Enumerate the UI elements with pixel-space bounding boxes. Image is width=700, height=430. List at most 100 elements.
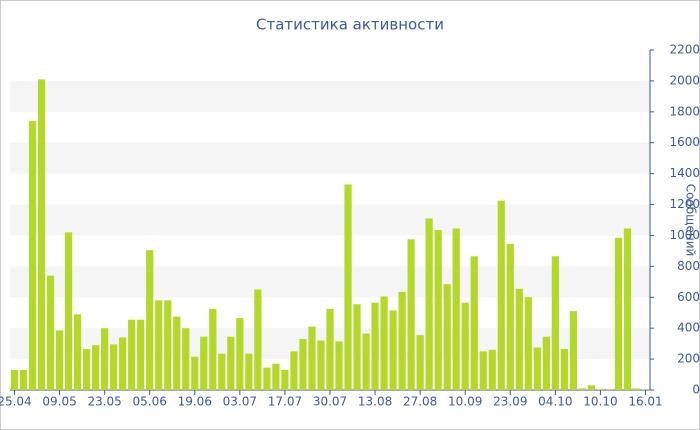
bar [452, 228, 460, 390]
x-tick-label: 05.06 [133, 395, 167, 409]
bar [515, 288, 523, 390]
bar [28, 121, 37, 390]
bar [101, 328, 109, 390]
bar [353, 304, 361, 390]
x-tick-label: 17.07 [268, 395, 302, 409]
grid-band [10, 266, 650, 298]
bar [173, 316, 181, 390]
bar [380, 296, 388, 390]
bar [524, 297, 532, 390]
x-tick-label: 13.08 [358, 395, 392, 409]
grid-band [10, 142, 650, 174]
y-tick-label: 400 [677, 321, 700, 335]
x-tick-label: 03.07 [223, 395, 257, 409]
x-tick-label: 23.09 [493, 395, 527, 409]
bar [218, 353, 226, 390]
bar [434, 230, 442, 390]
bar [542, 336, 550, 390]
bar [155, 300, 163, 390]
bar [317, 340, 325, 390]
bar [497, 200, 505, 390]
bar [596, 389, 605, 390]
bar [461, 302, 469, 390]
bar [128, 319, 136, 390]
bar [362, 333, 370, 390]
bar [92, 345, 100, 390]
bar [416, 335, 424, 390]
bar [191, 356, 199, 390]
x-tick-label: 27.08 [403, 395, 437, 409]
x-tick-label: 16.01 [628, 395, 662, 409]
bar [560, 349, 568, 390]
bar [137, 319, 145, 390]
bar [272, 363, 280, 390]
bar [200, 336, 208, 390]
bar [64, 232, 73, 390]
bar [344, 184, 352, 390]
bar [407, 239, 415, 390]
bar [641, 389, 650, 390]
x-tick-label: 25.04 [0, 395, 32, 409]
y-axis-label: Сообщений [684, 184, 698, 257]
bar [254, 289, 262, 390]
x-tick-label: 30.07 [313, 395, 347, 409]
x-tick-label: 19.06 [178, 395, 212, 409]
y-tick-label: 2200 [669, 43, 700, 57]
bar [263, 367, 271, 390]
bar [335, 341, 343, 390]
bar [74, 314, 82, 390]
bar [632, 388, 641, 390]
bar [299, 339, 307, 390]
bar [623, 228, 632, 390]
y-tick-label: 0 [692, 383, 700, 397]
bar [308, 326, 316, 390]
bar [470, 256, 478, 390]
bar [533, 347, 541, 390]
bar [398, 291, 406, 390]
bar [443, 284, 451, 390]
bar [578, 388, 586, 390]
x-tick-label: 10.10 [583, 395, 617, 409]
chart-title: Статистика активности [256, 16, 444, 34]
bar [182, 328, 190, 390]
bar [479, 351, 487, 390]
bar [614, 237, 623, 390]
bar [209, 308, 217, 390]
bar [290, 351, 298, 390]
bar [587, 385, 596, 390]
bar [164, 300, 172, 390]
y-tick-label: 1000 [669, 228, 700, 242]
bar [227, 336, 235, 390]
bar [10, 369, 19, 390]
bar [55, 330, 64, 390]
x-tick-label: 23.05 [87, 395, 121, 409]
y-tick-label: 1800 [669, 104, 700, 118]
bar [371, 302, 379, 390]
x-tick-label: 09.05 [42, 395, 76, 409]
grid-band [10, 204, 650, 236]
bar [146, 250, 154, 390]
y-tick-label: 800 [677, 259, 700, 273]
bar [425, 218, 433, 390]
x-tick-label: 10.09 [448, 395, 482, 409]
bar [236, 318, 244, 390]
bar [245, 353, 253, 390]
y-tick-label: 1400 [669, 166, 700, 180]
x-tick-label: 04.10 [538, 395, 572, 409]
bar [326, 308, 334, 390]
y-tick-label: 2000 [669, 73, 700, 87]
bar [110, 344, 118, 390]
bar [389, 310, 397, 390]
bar [281, 369, 289, 390]
bar [488, 349, 496, 390]
bar [605, 389, 614, 390]
bar [37, 79, 46, 390]
bar [83, 349, 91, 390]
grid-band [10, 80, 650, 112]
y-tick-label: 1600 [669, 135, 700, 149]
y-tick-label: 200 [677, 352, 700, 366]
y-tick-label: 1200 [669, 197, 700, 211]
bar [551, 256, 559, 390]
bar [46, 275, 55, 390]
bar [19, 369, 28, 390]
